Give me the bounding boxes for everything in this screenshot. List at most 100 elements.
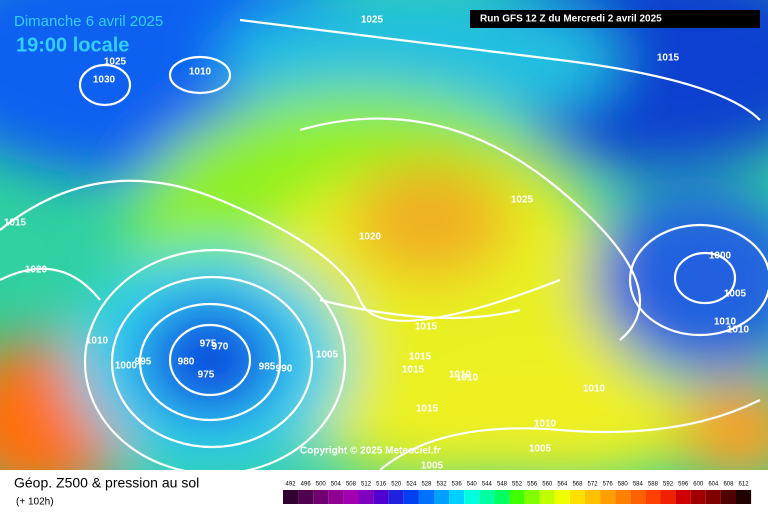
- legend-swatch: [660, 490, 676, 504]
- legend-swatch: [569, 490, 585, 504]
- isobar-label: 1005: [724, 289, 747, 300]
- isobar-label: 975: [200, 339, 217, 350]
- legend-swatch: [418, 490, 434, 504]
- legend-label: 500: [316, 482, 327, 488]
- legend-label: 572: [588, 482, 599, 488]
- isobar-label: 1010: [727, 325, 750, 336]
- isobar-label: 1025: [104, 57, 127, 68]
- legend-label: 492: [286, 482, 297, 488]
- legend-swatch: [690, 490, 706, 504]
- legend-label: 496: [301, 482, 312, 488]
- legend-swatch: [645, 490, 661, 504]
- isobar-label: 1005: [421, 461, 444, 472]
- isobar-label: 1005: [529, 444, 552, 455]
- legend-label: 532: [437, 482, 448, 488]
- legend-swatch: [388, 490, 404, 504]
- isobar-label: 1010: [449, 370, 472, 381]
- legend-swatch: [434, 490, 450, 504]
- legend-label: 588: [648, 482, 659, 488]
- legend-label: 508: [346, 482, 357, 488]
- legend-label: 504: [331, 482, 342, 488]
- run-box: [470, 10, 760, 28]
- legend-label: 512: [361, 482, 372, 488]
- isobar-label: 1010: [534, 419, 557, 430]
- isobar-label: 1010: [456, 373, 479, 384]
- isobar-label: 1000: [709, 251, 732, 262]
- isobar-label: 1015: [657, 53, 680, 64]
- legend-label: 596: [678, 482, 689, 488]
- legend-swatch: [373, 490, 389, 504]
- legend-swatch: [720, 490, 736, 504]
- legend-label: 576: [603, 482, 614, 488]
- isobar-label: 975: [198, 370, 215, 381]
- footer-title: Géop. Z500 & pression au sol: [14, 475, 199, 491]
- isobar-label: 1000: [115, 361, 138, 372]
- legend-label: 536: [452, 482, 463, 488]
- legend-swatch: [479, 490, 495, 504]
- isobar-label: 1015: [4, 218, 27, 229]
- legend-label: 552: [512, 482, 523, 488]
- legend-swatch: [358, 490, 374, 504]
- isobar-label: 1010: [714, 317, 737, 328]
- legend-label: 540: [467, 482, 478, 488]
- isobar-label: 1025: [361, 15, 384, 26]
- legend-swatch: [509, 490, 525, 504]
- legend-swatch: [539, 490, 555, 504]
- isobar-label: 1025: [511, 195, 534, 206]
- legend-swatch: [298, 490, 314, 504]
- isobar-label: 1010: [189, 67, 212, 78]
- legend-label: 544: [482, 482, 493, 488]
- isobar-label: 1020: [25, 265, 48, 276]
- isobars: [0, 18, 768, 470]
- legend-label: 604: [708, 482, 719, 488]
- isobar-label: 1010: [583, 384, 606, 395]
- isobar-label: 1015: [409, 352, 432, 363]
- isobar-label: 970: [212, 342, 229, 353]
- isobar-label: 1005: [316, 350, 339, 361]
- time: 19:00 locale: [16, 34, 129, 56]
- map-field: [0, 0, 768, 470]
- legend-label: 564: [557, 482, 568, 488]
- legend-label: 580: [618, 482, 629, 488]
- legend-swatch: [524, 490, 540, 504]
- legend-swatch: [313, 490, 329, 504]
- legend-swatch: [675, 490, 691, 504]
- legend-label: 568: [572, 482, 583, 488]
- legend-label: 524: [406, 482, 417, 488]
- run-label: Run GFS 12 Z du Mercredi 2 avril 2025: [480, 14, 662, 25]
- isobar-label: 1030: [93, 75, 116, 86]
- legend-swatch: [705, 490, 721, 504]
- legend-label: 528: [421, 482, 432, 488]
- legend-label: 520: [391, 482, 402, 488]
- footer-lead: (+ 102h): [16, 497, 54, 508]
- legend-swatch: [615, 490, 631, 504]
- isobar-label: 980: [178, 357, 195, 368]
- isobar-label: 990: [276, 364, 293, 375]
- legend-label: 560: [542, 482, 553, 488]
- isobar-label: 995: [135, 357, 152, 368]
- legend-swatch: [554, 490, 570, 504]
- legend-swatch: [464, 490, 480, 504]
- legend-label: 612: [739, 482, 750, 488]
- legend-label: 608: [723, 482, 734, 488]
- legend-label: 548: [497, 482, 508, 488]
- legend-swatch: [585, 490, 601, 504]
- legend-swatch: [600, 490, 616, 504]
- isobar-label: 1015: [415, 322, 438, 333]
- legend-label: 516: [376, 482, 387, 488]
- isobar-label: 1020: [359, 232, 382, 243]
- legend-swatch: [403, 490, 419, 504]
- legend-swatch: [328, 490, 344, 504]
- legend-swatch: [494, 490, 510, 504]
- isobar-label: 1015: [402, 365, 425, 376]
- legend-swatch: [736, 490, 752, 504]
- legend-label: 600: [693, 482, 704, 488]
- legend-label: 592: [663, 482, 674, 488]
- legend-label: 584: [633, 482, 644, 488]
- isobar-label: 985: [259, 362, 276, 373]
- legend-swatch: [283, 490, 299, 504]
- legend-swatch: [449, 490, 465, 504]
- isobar-label: 1010: [86, 336, 109, 347]
- date: Dimanche 6 avril 2025: [14, 13, 163, 30]
